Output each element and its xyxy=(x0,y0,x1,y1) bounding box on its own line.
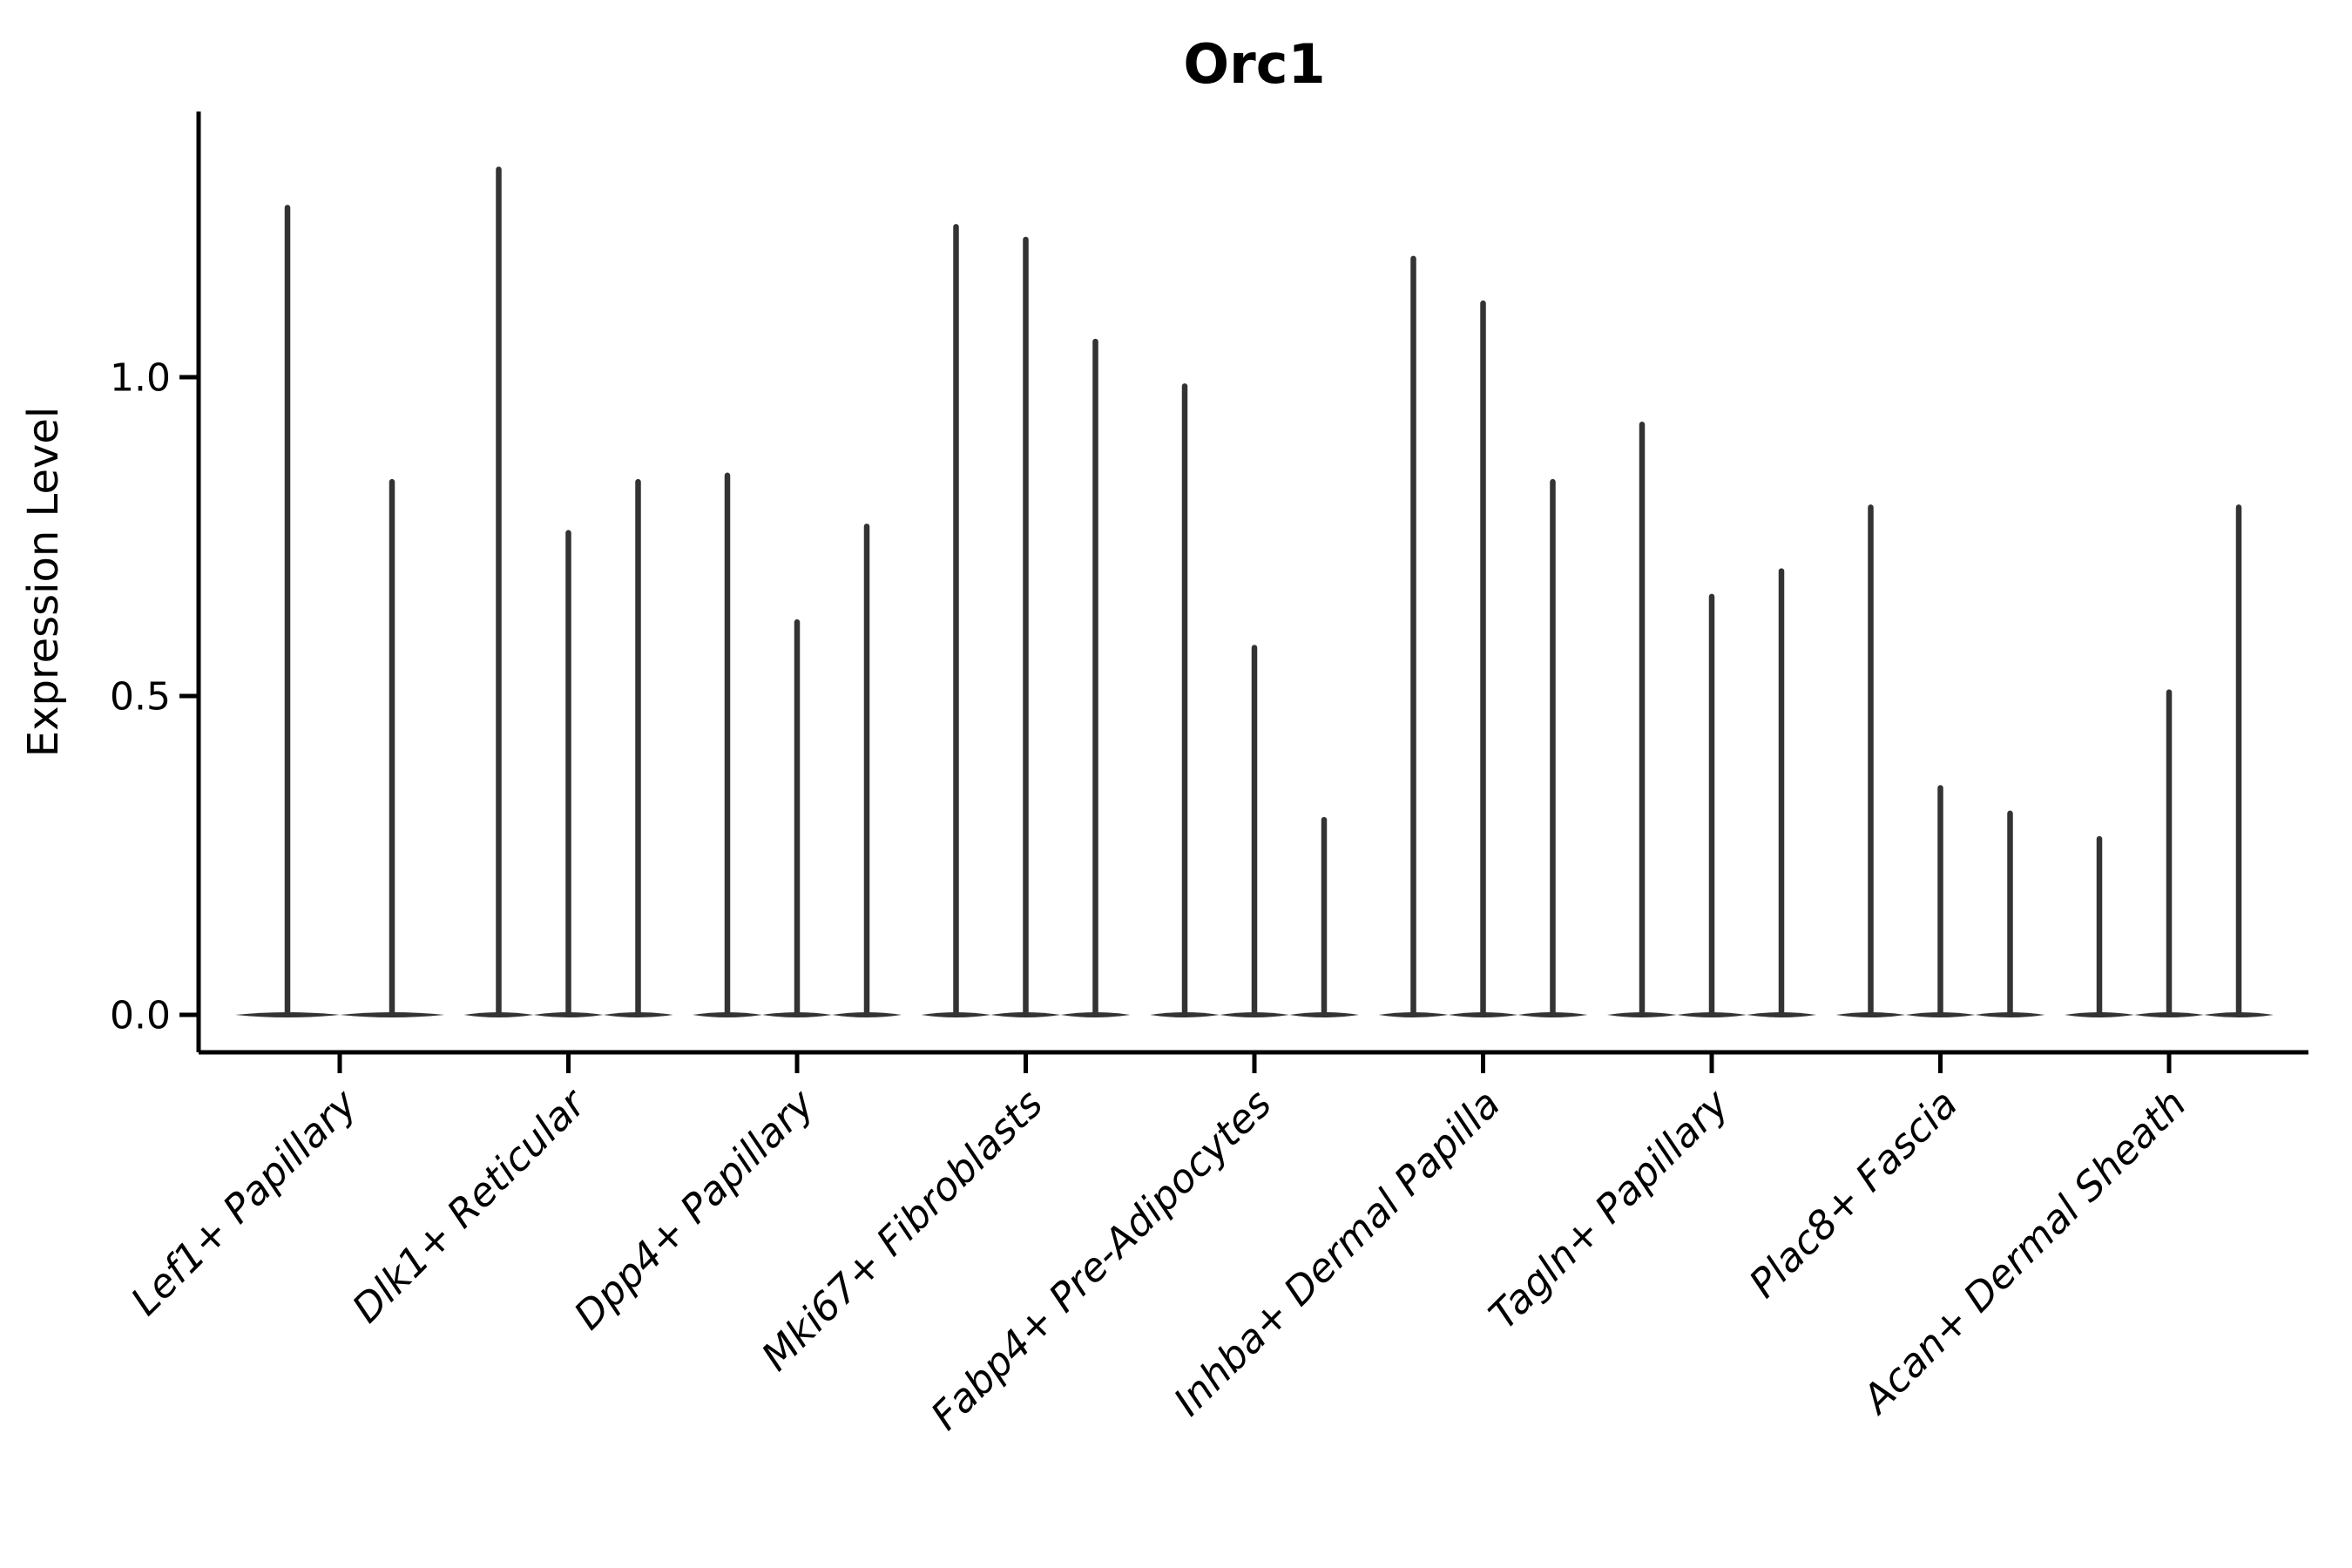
violin-group xyxy=(463,166,673,1017)
violins-layer xyxy=(235,166,2274,1017)
violin-group xyxy=(693,472,902,1017)
y-axis-label: Expression Level xyxy=(19,407,68,758)
violin-group xyxy=(1378,255,1588,1017)
x-tick-label: Dlk1+ Reticular xyxy=(343,1079,596,1332)
x-tick-label: Lef1+ Papillary xyxy=(122,1079,367,1324)
violin-group xyxy=(1150,383,1359,1017)
x-tick-label: Dpp4+ Papillary xyxy=(565,1079,824,1338)
x-tick-label: Plac8+ Fascia xyxy=(1740,1080,1967,1307)
chart-title: Orc1 xyxy=(1183,32,1325,96)
y-tick-label: 1.0 xyxy=(110,355,171,400)
violin-group xyxy=(235,205,444,1017)
y-ticks-layer: 0.0 0.5 1.0 xyxy=(110,355,199,1037)
x-tick-label: Tagln+ Papillary xyxy=(1480,1079,1739,1338)
violin-group xyxy=(921,224,1131,1017)
y-tick-label: 0.5 xyxy=(110,674,171,719)
violin-group xyxy=(2065,504,2274,1017)
violin-group xyxy=(1835,504,2045,1017)
y-tick-label: 0.0 xyxy=(110,993,171,1037)
violin-group xyxy=(1607,421,1816,1017)
